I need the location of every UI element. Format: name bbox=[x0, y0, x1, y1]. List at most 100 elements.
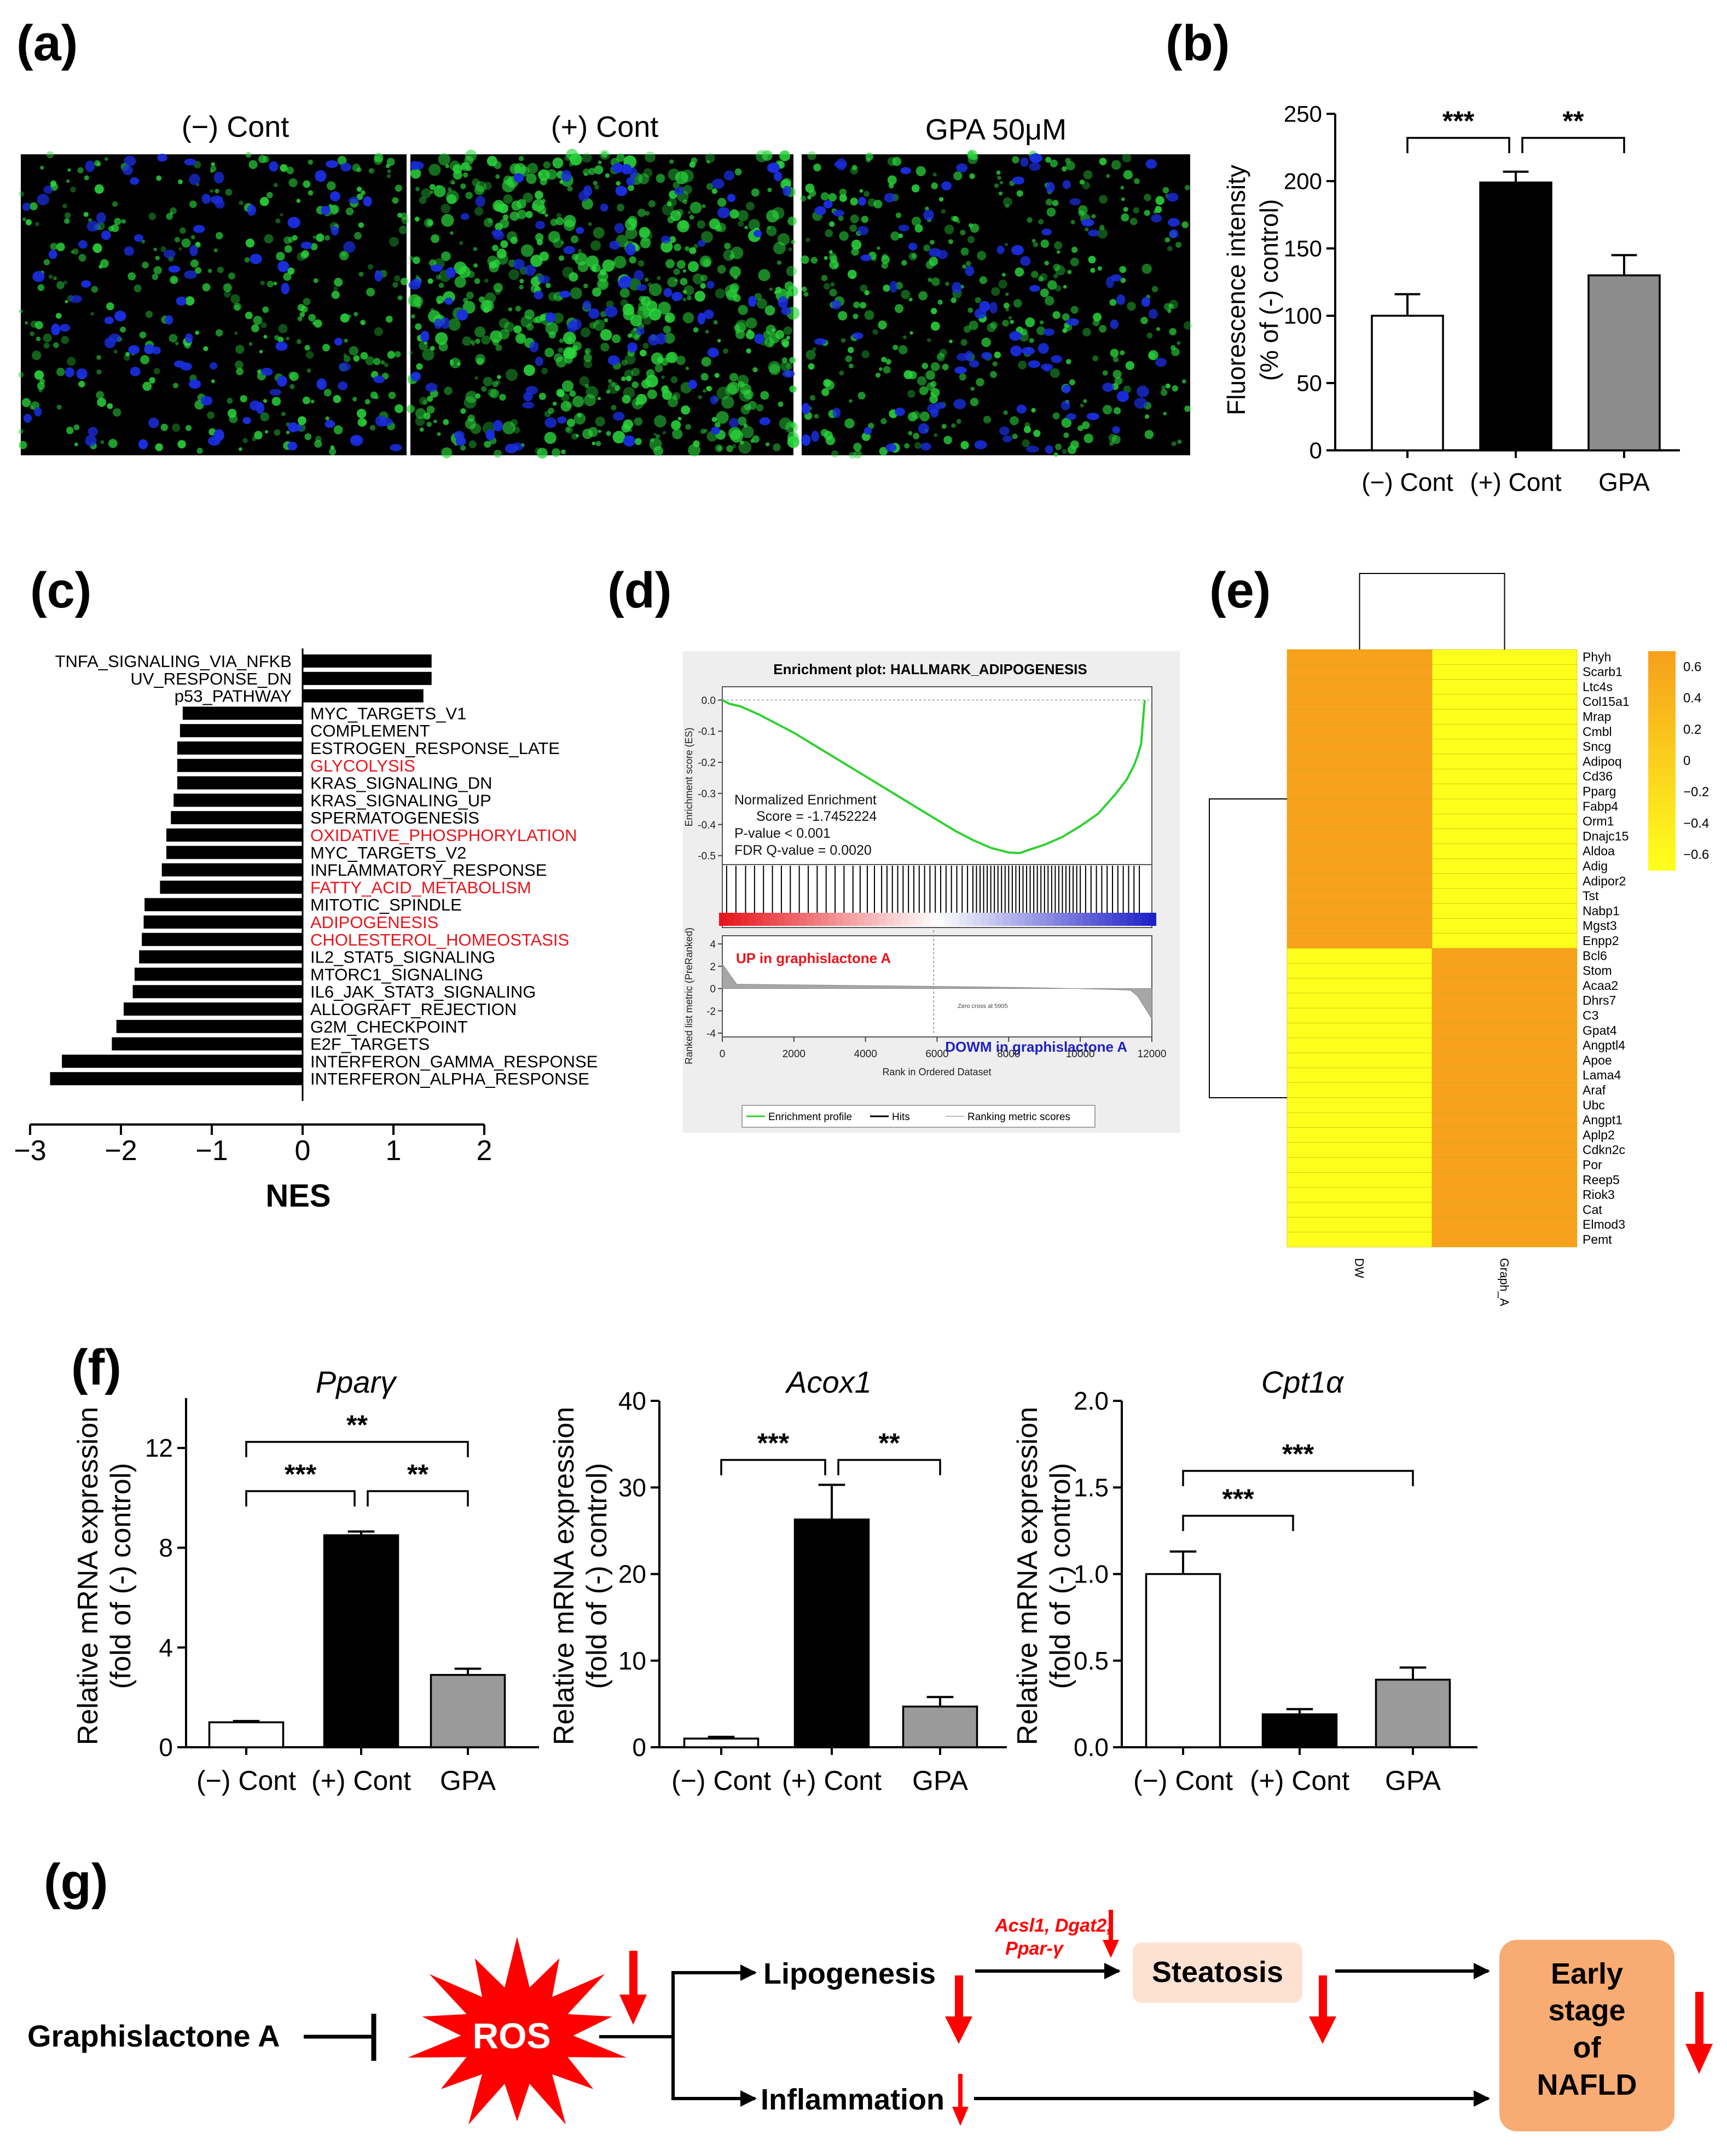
nucleus bbox=[493, 420, 503, 432]
nucleus bbox=[612, 163, 624, 173]
lipid-droplet bbox=[509, 211, 519, 221]
d-rank-color-segment bbox=[988, 913, 996, 926]
nucleus bbox=[86, 221, 100, 232]
lipid-droplet bbox=[1140, 316, 1148, 324]
lipid-droplet bbox=[523, 364, 535, 376]
lipid-droplet bbox=[152, 273, 159, 280]
lipid-droplet bbox=[1033, 242, 1039, 247]
lipid-droplet bbox=[1062, 313, 1070, 321]
lipid-droplet bbox=[1022, 439, 1030, 448]
heatmap-cell bbox=[1286, 1052, 1433, 1068]
nucleus bbox=[823, 200, 833, 208]
lipid-droplet bbox=[552, 448, 561, 457]
lipid-droplet bbox=[548, 292, 558, 302]
nucleus bbox=[256, 402, 265, 414]
bar-2 bbox=[793, 1519, 870, 1748]
lipid-droplet bbox=[217, 266, 224, 273]
lipid-droplet bbox=[1099, 224, 1105, 230]
lipid-droplet bbox=[195, 267, 202, 274]
heatmap-cell bbox=[1286, 1127, 1433, 1143]
nes-bar-label: MYC_TARGETS_V2 bbox=[310, 843, 466, 862]
lipid-droplet bbox=[1002, 197, 1012, 207]
lipid-droplet bbox=[803, 292, 809, 297]
significance-stars: ** bbox=[1563, 106, 1584, 136]
lipid-droplet bbox=[825, 436, 836, 445]
lipid-droplet bbox=[786, 265, 797, 277]
lipid-droplet bbox=[497, 375, 501, 379]
lipid-droplet bbox=[18, 428, 24, 434]
nucleus bbox=[1116, 294, 1126, 305]
lipid-droplet bbox=[638, 260, 645, 267]
lipid-droplet bbox=[562, 266, 574, 279]
lipid-droplet bbox=[588, 222, 592, 226]
nucleus bbox=[1045, 445, 1053, 454]
nucleus bbox=[814, 338, 827, 345]
lipid-droplet bbox=[584, 384, 589, 389]
nucleus bbox=[898, 224, 909, 231]
nucleus bbox=[703, 309, 714, 320]
heatmap-cell bbox=[1286, 918, 1433, 934]
nucleus bbox=[1002, 435, 1012, 443]
lipid-droplet bbox=[601, 151, 608, 158]
lipid-droplet bbox=[233, 303, 242, 311]
lipid-droplet bbox=[276, 252, 285, 261]
lipid-droplet bbox=[956, 219, 960, 224]
colorbar-segment bbox=[1648, 739, 1676, 747]
lipid-droplet bbox=[926, 382, 935, 391]
heatmap-row-label: Col15a1 bbox=[1583, 694, 1630, 709]
heatmap-cell bbox=[1432, 814, 1578, 829]
lipid-droplet bbox=[287, 267, 295, 275]
lipid-droplet bbox=[745, 201, 755, 211]
lipid-droplet bbox=[621, 360, 628, 366]
lipid-droplet bbox=[281, 412, 286, 416]
lipid-droplet bbox=[645, 152, 656, 163]
lipid-droplet bbox=[1125, 361, 1135, 370]
lipid-droplet bbox=[783, 326, 792, 335]
lipid-droplet bbox=[368, 168, 374, 174]
d-down-label: DOWM in graphislactone A bbox=[945, 1039, 1127, 1055]
g-nafld-2: stage bbox=[1548, 1994, 1625, 2027]
lipid-droplet bbox=[1134, 178, 1140, 184]
d-ranking-metric bbox=[722, 963, 1152, 1020]
heatmap-cell bbox=[1432, 1157, 1578, 1173]
d-rank-color-segment bbox=[1075, 913, 1083, 926]
lipid-droplet bbox=[492, 339, 500, 346]
nucleus bbox=[34, 407, 42, 417]
lipid-droplet bbox=[1093, 312, 1102, 322]
heatmap-cell bbox=[1432, 873, 1578, 889]
lipid-droplet bbox=[19, 441, 27, 449]
lipid-droplet bbox=[519, 279, 524, 283]
lipid-droplet bbox=[706, 386, 712, 392]
d-rank-color-segment bbox=[1032, 913, 1040, 926]
lipid-droplet bbox=[1097, 228, 1108, 239]
lipid-droplet bbox=[481, 335, 491, 345]
lipid-droplet bbox=[523, 192, 533, 203]
lipid-droplet bbox=[991, 287, 1000, 296]
lipid-droplet bbox=[616, 181, 621, 186]
colorbar-tick-label: 0.4 bbox=[1683, 691, 1701, 706]
lipid-droplet bbox=[1079, 179, 1085, 185]
significance-bracket bbox=[245, 1441, 469, 1457]
heatmap-cell bbox=[1432, 843, 1578, 859]
lipid-droplet bbox=[705, 153, 715, 163]
lipid-droplet bbox=[700, 373, 709, 381]
d-rank-color-segment bbox=[1046, 913, 1054, 926]
lipid-droplet bbox=[756, 404, 764, 412]
lipid-droplet bbox=[308, 190, 314, 196]
nucleus bbox=[130, 367, 141, 376]
bar-3 bbox=[430, 1674, 506, 1748]
lipid-droplet bbox=[39, 378, 45, 384]
lipid-droplet bbox=[43, 259, 50, 265]
nucleus bbox=[1141, 297, 1150, 307]
lipid-droplet bbox=[438, 341, 448, 352]
lipid-droplet bbox=[490, 389, 500, 398]
lipid-droplet bbox=[325, 416, 329, 421]
lipid-droplet bbox=[766, 225, 777, 236]
nucleus bbox=[456, 309, 468, 321]
lipid-droplet bbox=[1063, 285, 1067, 289]
lipid-droplet bbox=[839, 370, 844, 376]
d-metric-tick-label: -4 bbox=[706, 1028, 716, 1040]
d-rank-color-segment bbox=[1119, 913, 1127, 926]
lipid-droplet bbox=[735, 329, 740, 334]
